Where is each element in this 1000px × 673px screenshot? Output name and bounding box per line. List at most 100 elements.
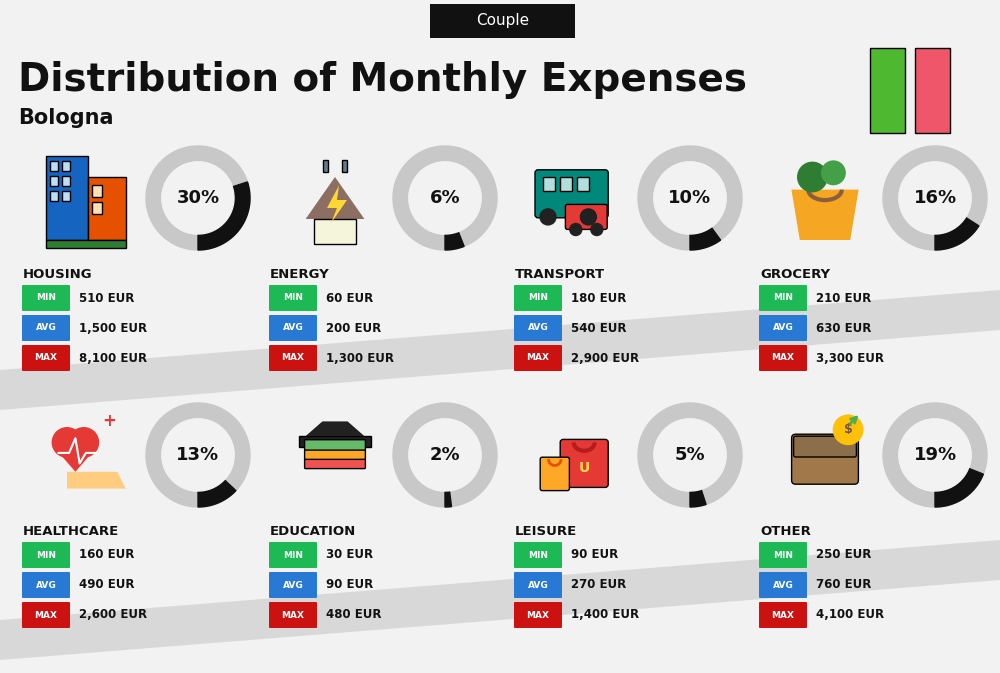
Polygon shape — [0, 540, 1000, 660]
Polygon shape — [899, 419, 971, 491]
Circle shape — [52, 428, 82, 457]
Circle shape — [822, 161, 845, 184]
FancyBboxPatch shape — [92, 185, 102, 197]
FancyBboxPatch shape — [759, 572, 807, 598]
FancyBboxPatch shape — [514, 345, 562, 371]
Text: MIN: MIN — [773, 551, 793, 559]
FancyBboxPatch shape — [62, 176, 70, 186]
Text: 200 EUR: 200 EUR — [326, 322, 381, 334]
FancyBboxPatch shape — [22, 345, 70, 371]
Polygon shape — [162, 162, 234, 234]
Text: 540 EUR: 540 EUR — [571, 322, 626, 334]
Polygon shape — [162, 419, 234, 491]
Text: 510 EUR: 510 EUR — [79, 291, 134, 304]
Polygon shape — [162, 419, 234, 491]
FancyBboxPatch shape — [794, 436, 856, 457]
FancyBboxPatch shape — [540, 457, 569, 491]
FancyBboxPatch shape — [305, 458, 365, 468]
Polygon shape — [638, 403, 742, 507]
FancyBboxPatch shape — [46, 156, 88, 240]
FancyBboxPatch shape — [430, 4, 575, 38]
Polygon shape — [198, 182, 250, 250]
Text: MIN: MIN — [36, 293, 56, 302]
Circle shape — [570, 223, 582, 236]
Polygon shape — [791, 190, 859, 240]
FancyBboxPatch shape — [50, 161, 58, 171]
FancyBboxPatch shape — [269, 315, 317, 341]
Polygon shape — [935, 217, 979, 250]
Polygon shape — [654, 419, 726, 491]
Text: MAX: MAX — [526, 353, 550, 363]
Text: MAX: MAX — [772, 610, 794, 620]
FancyBboxPatch shape — [792, 434, 858, 484]
Text: 6%: 6% — [430, 189, 460, 207]
FancyBboxPatch shape — [560, 439, 608, 487]
Polygon shape — [883, 146, 987, 250]
Circle shape — [591, 223, 603, 236]
FancyBboxPatch shape — [269, 572, 317, 598]
Text: U: U — [579, 460, 590, 474]
Text: 2%: 2% — [430, 446, 460, 464]
Polygon shape — [883, 403, 987, 507]
Polygon shape — [899, 162, 971, 234]
Polygon shape — [327, 185, 347, 223]
Polygon shape — [54, 447, 97, 472]
Text: 10%: 10% — [668, 189, 712, 207]
Text: Bologna: Bologna — [18, 108, 114, 128]
Polygon shape — [409, 162, 481, 234]
Text: AVG: AVG — [283, 581, 303, 590]
Circle shape — [580, 209, 596, 225]
FancyBboxPatch shape — [22, 572, 70, 598]
Text: 160 EUR: 160 EUR — [79, 548, 134, 561]
FancyBboxPatch shape — [269, 285, 317, 311]
FancyBboxPatch shape — [514, 572, 562, 598]
Polygon shape — [445, 491, 452, 507]
Polygon shape — [445, 232, 464, 250]
FancyBboxPatch shape — [759, 602, 807, 628]
FancyBboxPatch shape — [759, 315, 807, 341]
Polygon shape — [0, 290, 1000, 410]
Text: MIN: MIN — [528, 293, 548, 302]
Text: 1,300 EUR: 1,300 EUR — [326, 351, 394, 365]
Text: MIN: MIN — [283, 293, 303, 302]
Text: 2,600 EUR: 2,600 EUR — [79, 608, 147, 621]
Text: LEISURE: LEISURE — [515, 525, 577, 538]
FancyBboxPatch shape — [88, 177, 126, 240]
FancyBboxPatch shape — [759, 542, 807, 568]
Text: $: $ — [844, 423, 852, 436]
FancyBboxPatch shape — [62, 191, 70, 201]
Circle shape — [540, 209, 556, 225]
Text: AVG: AVG — [773, 581, 793, 590]
Text: MIN: MIN — [283, 551, 303, 559]
Text: 60 EUR: 60 EUR — [326, 291, 373, 304]
Text: 760 EUR: 760 EUR — [816, 579, 871, 592]
Polygon shape — [393, 146, 497, 250]
Text: MAX: MAX — [526, 610, 550, 620]
Polygon shape — [638, 146, 742, 250]
FancyBboxPatch shape — [92, 202, 102, 214]
FancyBboxPatch shape — [565, 205, 607, 229]
Polygon shape — [198, 480, 236, 507]
Polygon shape — [654, 162, 726, 234]
Text: HEALTHCARE: HEALTHCARE — [23, 525, 119, 538]
FancyBboxPatch shape — [577, 177, 589, 191]
Text: 630 EUR: 630 EUR — [816, 322, 871, 334]
Polygon shape — [67, 472, 126, 489]
FancyBboxPatch shape — [22, 285, 70, 311]
FancyBboxPatch shape — [514, 315, 562, 341]
FancyBboxPatch shape — [269, 345, 317, 371]
Text: MIN: MIN — [36, 551, 56, 559]
FancyBboxPatch shape — [305, 449, 365, 460]
Text: 210 EUR: 210 EUR — [816, 291, 871, 304]
Text: MAX: MAX — [282, 610, 304, 620]
Text: EDUCATION: EDUCATION — [270, 525, 356, 538]
Circle shape — [833, 415, 863, 444]
Text: HOUSING: HOUSING — [23, 268, 93, 281]
Text: GROCERY: GROCERY — [760, 268, 830, 281]
Polygon shape — [146, 403, 250, 507]
Text: 490 EUR: 490 EUR — [79, 579, 134, 592]
Text: 1,400 EUR: 1,400 EUR — [571, 608, 639, 621]
Text: 16%: 16% — [913, 189, 957, 207]
Polygon shape — [690, 489, 706, 507]
FancyBboxPatch shape — [269, 602, 317, 628]
